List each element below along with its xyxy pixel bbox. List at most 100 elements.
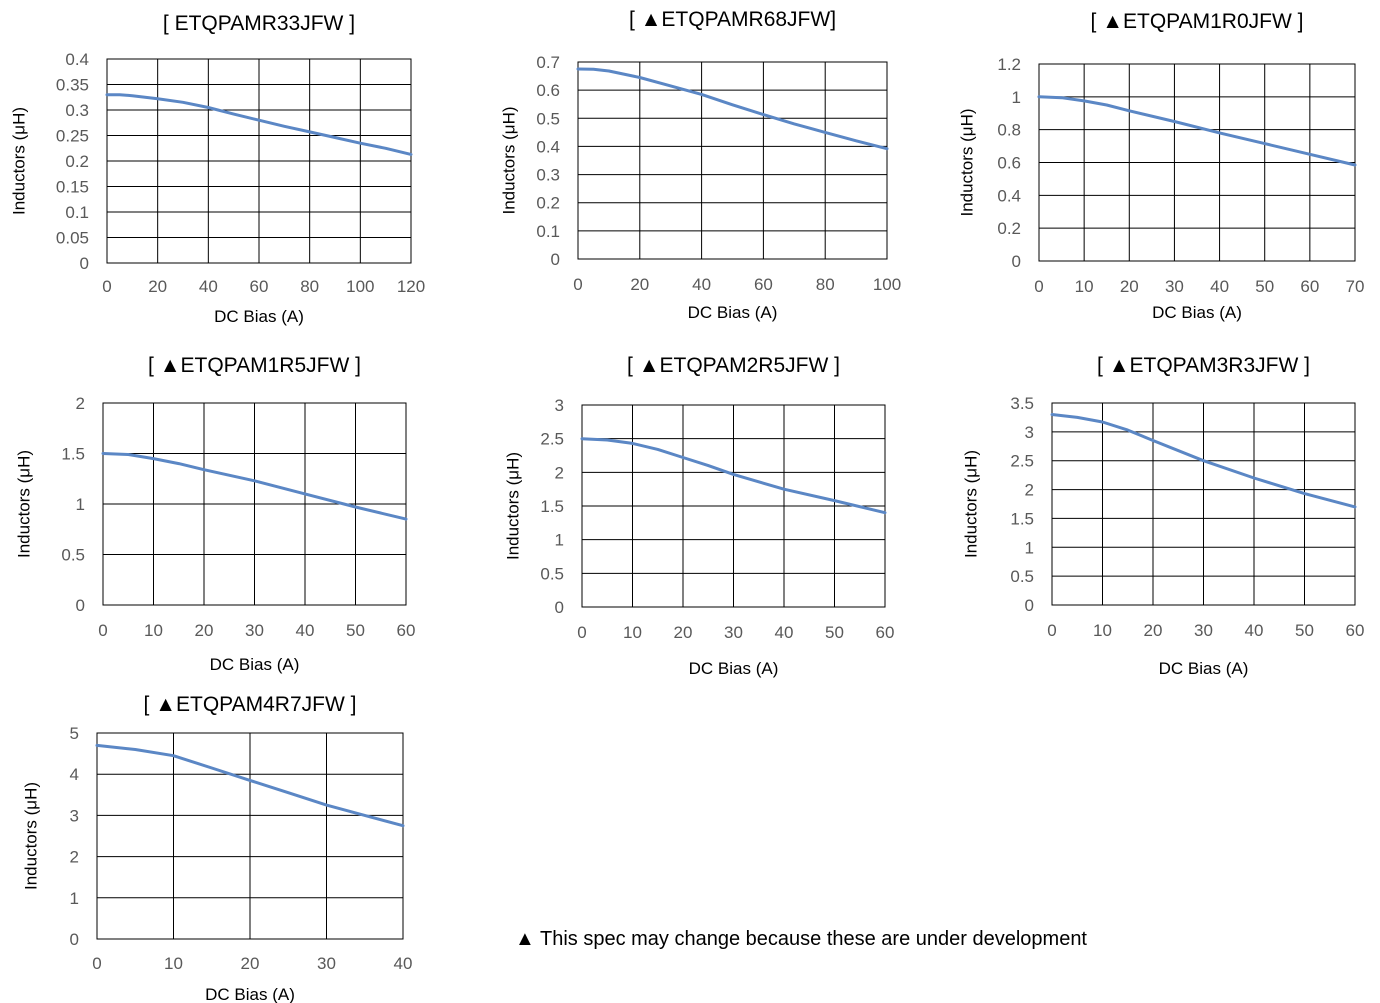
y-tick-label: 1.5 xyxy=(540,497,564,516)
x-tick-label: 0 xyxy=(92,954,101,973)
x-tick-label: 60 xyxy=(397,621,416,640)
x-tick-label: 10 xyxy=(1075,277,1094,296)
y-tick-label: 0.2 xyxy=(65,152,89,171)
y-tick-label: 3.5 xyxy=(1010,394,1034,413)
x-tick-label: 40 xyxy=(692,275,711,294)
x-tick-label: 0 xyxy=(573,275,582,294)
y-tick-label: 1.5 xyxy=(61,445,85,464)
chart-title: [ ▲ETQPAM2R5JFW ] xyxy=(627,354,840,377)
y-tick-label: 2.5 xyxy=(540,430,564,449)
series-line xyxy=(1037,95,1357,167)
x-tick-label: 70 xyxy=(1346,277,1365,296)
x-tick-label: 20 xyxy=(148,277,167,296)
x-tick-label: 10 xyxy=(164,954,183,973)
plot-frame xyxy=(577,61,888,260)
x-tick-label: 40 xyxy=(775,623,794,642)
x-tick-label: 0 xyxy=(1034,277,1043,296)
x-axis-label: DC Bias (A) xyxy=(689,659,779,678)
y-tick-label: 0.5 xyxy=(61,546,85,565)
y-tick-label: 0.25 xyxy=(56,127,89,146)
y-tick-label: 2 xyxy=(70,848,79,867)
y-tick-label: 0.2 xyxy=(536,194,560,213)
x-tick-label: 30 xyxy=(317,954,336,973)
chart-title: [ ▲ETQPAM1R0JFW ] xyxy=(1091,10,1304,33)
x-tick-label: 100 xyxy=(346,277,374,296)
x-tick-label: 20 xyxy=(241,954,260,973)
development-footnote: ▲ This spec may change because these are… xyxy=(515,928,1087,950)
x-axis-label: DC Bias (A) xyxy=(210,655,300,674)
y-tick-label: 0 xyxy=(70,930,79,949)
x-tick-label: 100 xyxy=(873,275,901,294)
y-tick-label: 0.5 xyxy=(540,564,564,583)
chart-title: [ ▲ETQPAM4R7JFW ] xyxy=(144,693,357,716)
x-tick-label: 20 xyxy=(630,275,649,294)
x-axis-label: DC Bias (A) xyxy=(205,985,295,1003)
x-tick-label: 0 xyxy=(1047,621,1056,640)
y-tick-label: 0 xyxy=(1012,252,1021,271)
y-tick-label: 2.5 xyxy=(1010,452,1034,471)
x-tick-label: 20 xyxy=(195,621,214,640)
x-tick-label: 20 xyxy=(1120,277,1139,296)
y-tick-label: 1 xyxy=(555,531,564,550)
x-tick-label: 50 xyxy=(825,623,844,642)
x-tick-label: 80 xyxy=(300,277,319,296)
y-tick-label: 0.05 xyxy=(56,229,89,248)
x-tick-label: 0 xyxy=(98,621,107,640)
x-axis-label: DC Bias (A) xyxy=(1152,303,1242,322)
y-tick-label: 0.1 xyxy=(65,203,89,222)
y-tick-label: 5 xyxy=(70,724,79,743)
series-line xyxy=(105,93,413,156)
x-tick-label: 40 xyxy=(1245,621,1264,640)
x-tick-label: 20 xyxy=(1144,621,1163,640)
y-tick-label: 0 xyxy=(551,250,560,269)
y-tick-label: 0.5 xyxy=(536,109,560,128)
y-tick-label: 0.6 xyxy=(536,81,560,100)
x-tick-label: 60 xyxy=(250,277,269,296)
y-tick-label: 1 xyxy=(70,889,79,908)
chart-title: [ ▲ETQPAM1R5JFW ] xyxy=(148,354,361,377)
x-tick-label: 50 xyxy=(1295,621,1314,640)
y-tick-label: 2 xyxy=(1025,481,1034,500)
x-tick-label: 10 xyxy=(144,621,163,640)
x-tick-label: 10 xyxy=(623,623,642,642)
chart-title: [ ▲ETQPAMR68JFW] xyxy=(629,8,836,31)
x-tick-label: 60 xyxy=(754,275,773,294)
y-tick-label: 1.5 xyxy=(1010,509,1034,528)
x-tick-label: 80 xyxy=(816,275,835,294)
y-tick-label: 3 xyxy=(70,806,79,825)
x-tick-label: 10 xyxy=(1093,621,1112,640)
x-tick-label: 30 xyxy=(724,623,743,642)
x-tick-label: 40 xyxy=(199,277,218,296)
y-tick-label: 0 xyxy=(76,596,85,615)
y-tick-label: 0.7 xyxy=(536,53,560,72)
x-tick-label: 40 xyxy=(296,621,315,640)
y-tick-label: 2 xyxy=(76,394,85,413)
y-tick-label: 3 xyxy=(555,396,564,415)
x-tick-label: 0 xyxy=(102,277,111,296)
y-tick-label: 0.5 xyxy=(1010,567,1034,586)
y-axis-label: Inductors (μH) xyxy=(499,106,518,214)
y-tick-label: 0.6 xyxy=(997,154,1021,173)
y-axis-label: Inductors (μH) xyxy=(503,452,522,560)
x-tick-label: 60 xyxy=(876,623,895,642)
y-tick-label: 4 xyxy=(70,765,79,784)
y-tick-label: 0.4 xyxy=(536,137,560,156)
y-axis-label: Inductors (μH) xyxy=(9,107,28,215)
x-tick-label: 50 xyxy=(346,621,365,640)
y-tick-label: 0 xyxy=(555,598,564,617)
x-tick-label: 40 xyxy=(394,954,413,973)
y-tick-label: 0.2 xyxy=(997,219,1021,238)
x-axis-label: DC Bias (A) xyxy=(688,303,778,322)
series-line xyxy=(95,743,405,828)
x-tick-label: 30 xyxy=(1165,277,1184,296)
x-axis-label: DC Bias (A) xyxy=(1159,659,1249,678)
y-tick-label: 1.2 xyxy=(997,55,1021,74)
y-tick-label: 0.8 xyxy=(997,121,1021,140)
y-tick-label: 0.35 xyxy=(56,76,89,95)
x-tick-label: 60 xyxy=(1300,277,1319,296)
y-tick-label: 0.4 xyxy=(65,50,89,69)
x-tick-label: 60 xyxy=(1346,621,1365,640)
x-axis-label: DC Bias (A) xyxy=(214,307,304,326)
